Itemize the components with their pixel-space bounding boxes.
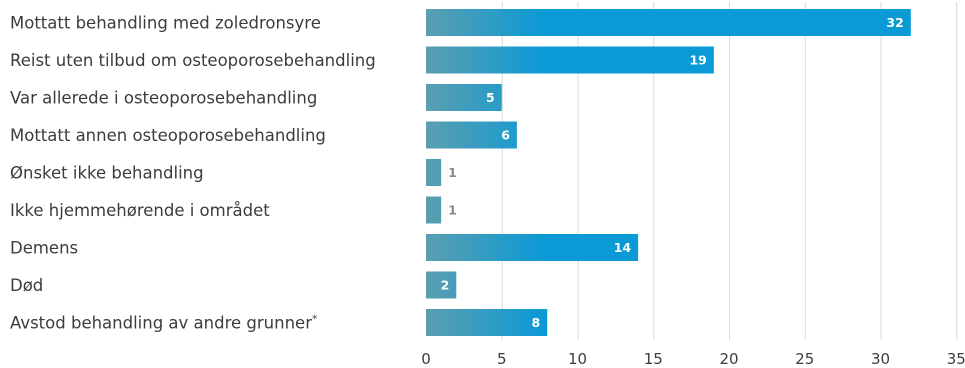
data-label: 5 [486,90,495,105]
data-label: 19 [689,53,706,68]
category-label: Ikke hjemmehørende i området [10,201,270,220]
x-tick-label: 5 [497,350,507,368]
category-label: Avstod behandling av andre grunner* [10,313,318,333]
category-label: Demens [10,239,78,258]
bar [426,271,457,299]
data-label: 2 [441,278,450,293]
bar [426,9,911,36]
category-label: Reist uten tilbud om osteoporosebehandli… [10,51,376,70]
x-axis-tick-labels: 0 5 10 15 20 25 30 35 [421,350,965,368]
category-label: Mottatt annen osteoporosebehandling [10,126,326,145]
data-label: 14 [614,240,632,255]
bar [426,84,502,111]
x-tick-label: 0 [421,350,431,368]
category-labels: Mottatt behandling med zoledronsyre Reist… [10,14,376,333]
data-label: 8 [531,315,540,330]
bar [426,121,517,149]
data-label: 1 [448,203,457,218]
x-tick-label: 15 [644,350,663,368]
bars [426,9,911,336]
x-tick-label: 35 [947,350,965,368]
data-labels: 32 19 5 6 1 1 14 2 8 [441,15,904,330]
category-label: Var allerede i osteoporosebehandling [10,89,317,108]
bar [426,234,639,261]
data-label: 1 [448,165,457,180]
bar [426,309,548,336]
x-tick-label: 10 [568,350,587,368]
category-label: Mottatt behandling med zoledronsyre [10,14,321,33]
bar [426,46,714,74]
x-tick-label: 20 [719,350,738,368]
data-label: 6 [501,128,510,143]
data-label: 32 [886,15,903,30]
x-tick-label: 30 [871,350,890,368]
bar [426,196,442,224]
category-label: Ønsket ikke behandling [10,164,204,183]
x-tick-label: 25 [795,350,814,368]
category-label: Død [10,276,43,295]
bar [426,159,442,186]
